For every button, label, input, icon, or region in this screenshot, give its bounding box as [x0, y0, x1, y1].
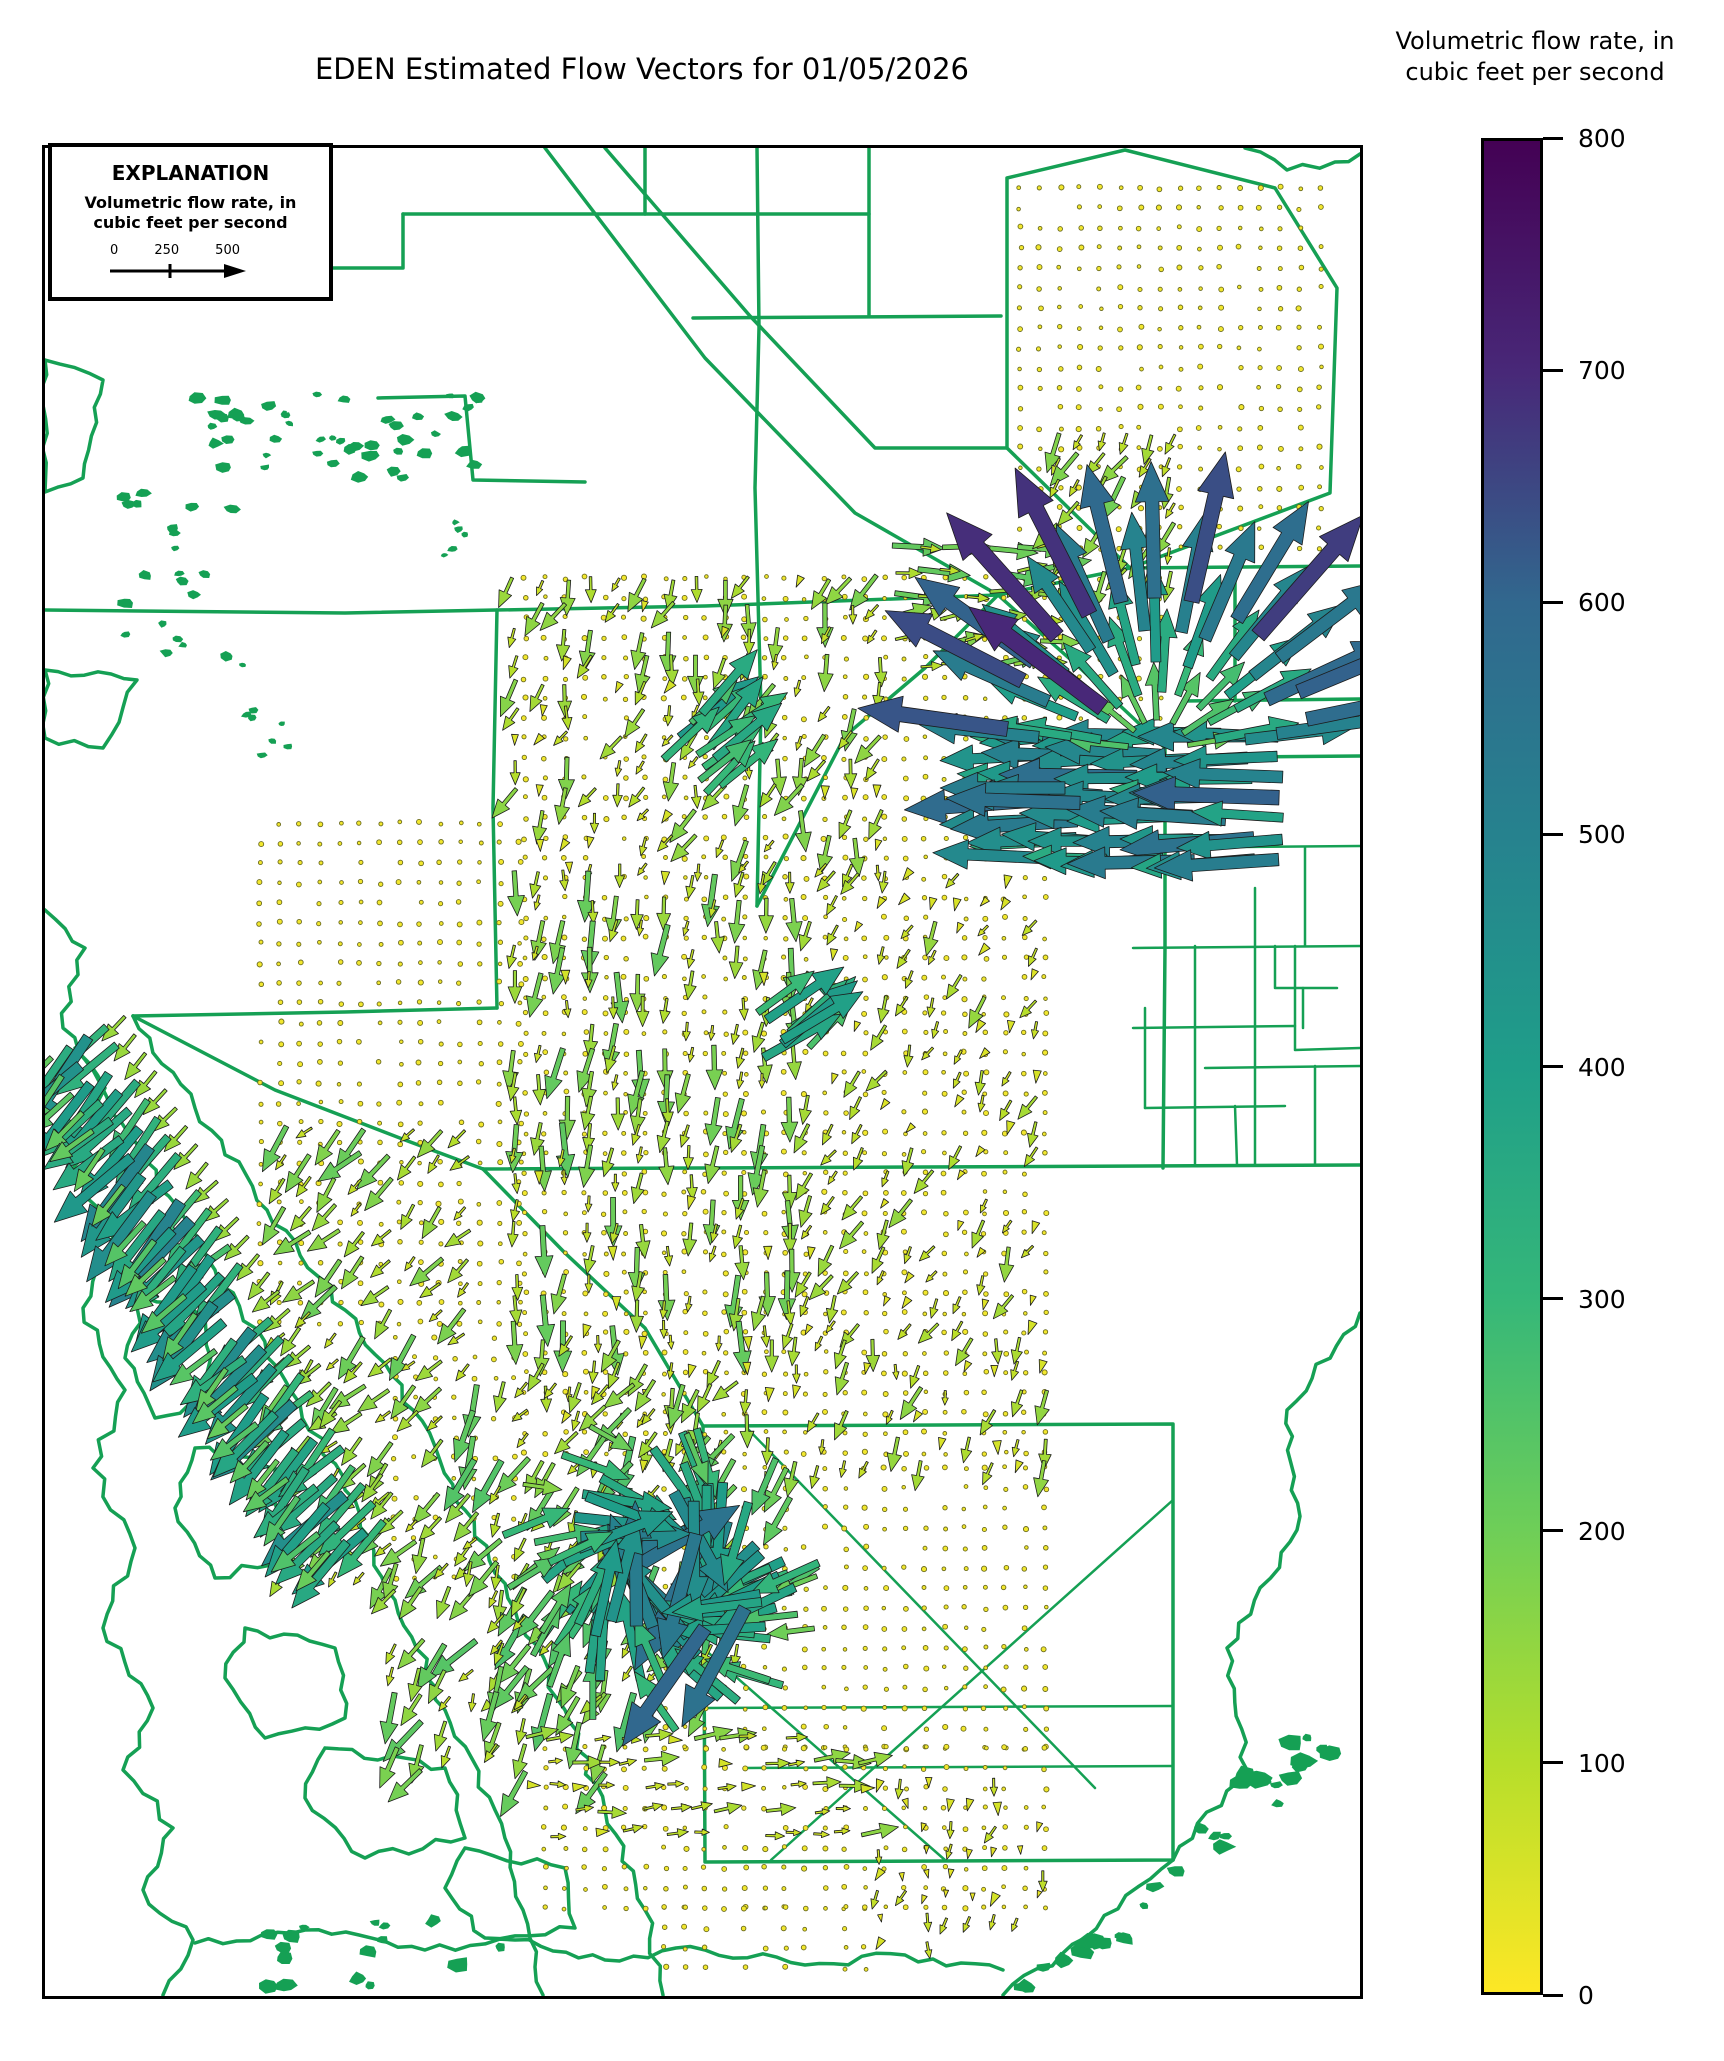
- colorbar-tick: [1543, 136, 1563, 140]
- legend-scale-value-250: 250: [154, 243, 180, 258]
- colorbar-tick: [1543, 1529, 1563, 1533]
- island-blobs: [116, 391, 1342, 1994]
- colorbar-tick: [1543, 832, 1563, 836]
- flow-vectors: [45, 432, 1360, 1959]
- colorbar-tick-label: 700: [1578, 356, 1626, 386]
- colorbar-tick-label: 100: [1578, 1748, 1626, 1778]
- colorbar-tick: [1543, 1297, 1563, 1301]
- colorbar-tick-label: 300: [1578, 1284, 1626, 1314]
- colorbar-tick: [1543, 1065, 1563, 1068]
- legend-subtitle-line2: cubic feet per second: [93, 213, 288, 232]
- colorbar-title-line1: Volumetric flow rate, in: [1395, 27, 1675, 55]
- colorbar-tick-label: 0: [1578, 1981, 1594, 2010]
- colorbar-title: Volumetric flow rate, in cubic feet per …: [1350, 26, 1720, 88]
- legend-scale-value-0: 0: [110, 243, 119, 258]
- colorbar-tick-label: 500: [1578, 820, 1626, 850]
- colorbar: [1481, 138, 1543, 1995]
- legend-subtitle: Volumetric flow rate, in cubic feet per …: [52, 193, 329, 233]
- figure-title: EDEN Estimated Flow Vectors for 01/05/20…: [314, 52, 969, 86]
- colorbar-tick: [1543, 600, 1563, 604]
- legend-box: EXPLANATION Volumetric flow rate, in cub…: [48, 143, 333, 301]
- legend-scale-labels: 0 250 500: [110, 243, 240, 258]
- legend-subtitle-line1: Volumetric flow rate, in: [84, 193, 297, 212]
- colorbar-tick-label: 800: [1578, 124, 1626, 153]
- colorbar-tick-label: 600: [1578, 588, 1626, 618]
- map-canvas: [45, 148, 1360, 1996]
- legend-scale-bar: 0 250 500: [52, 243, 329, 289]
- colorbar-tick: [1543, 1761, 1563, 1765]
- map-frame: [42, 145, 1363, 1999]
- colorbar-tick: [1543, 368, 1563, 372]
- colorbar-tick-label: 200: [1578, 1516, 1626, 1546]
- colorbar-title-line2: cubic feet per second: [1405, 58, 1665, 87]
- legend-scale-arrow: [110, 264, 246, 278]
- legend-scale-value-500: 500: [215, 243, 240, 258]
- boundary-lines: [45, 148, 1360, 1996]
- colorbar-tick-label: 400: [1578, 1052, 1626, 1082]
- colorbar-tick: [1543, 1993, 1563, 1997]
- legend-heading: EXPLANATION: [111, 161, 270, 185]
